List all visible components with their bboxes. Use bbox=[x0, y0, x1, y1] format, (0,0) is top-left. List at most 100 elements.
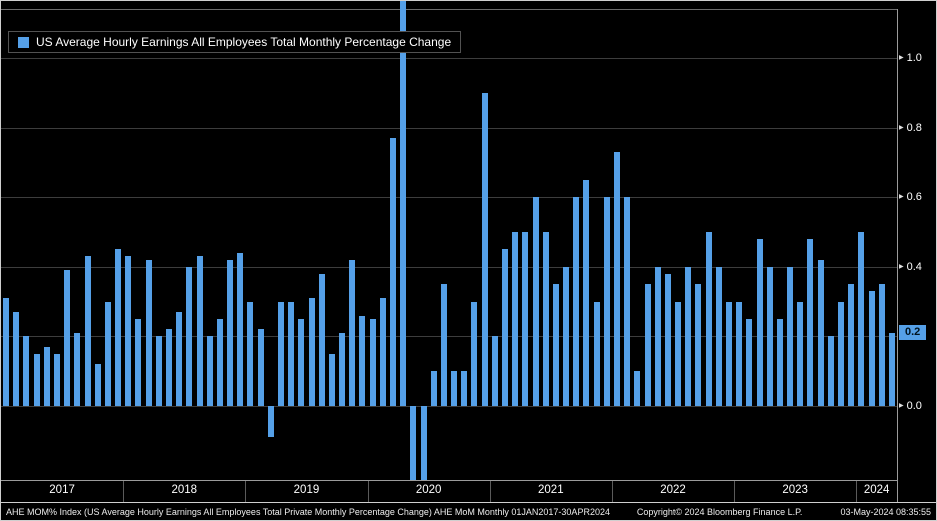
year-boundary-tick bbox=[856, 481, 858, 502]
legend-label: US Average Hourly Earnings All Employees… bbox=[36, 35, 452, 49]
year-boundary-tick bbox=[734, 481, 736, 502]
bar bbox=[390, 138, 396, 406]
y-tick-label: ▶ 1.0 bbox=[899, 52, 922, 64]
bar bbox=[196, 256, 203, 406]
bar bbox=[705, 232, 712, 406]
bar bbox=[237, 252, 244, 406]
bar bbox=[94, 364, 101, 406]
bar bbox=[878, 284, 885, 406]
bar bbox=[868, 291, 875, 406]
chart-legend[interactable]: US Average Hourly Earnings All Employees… bbox=[8, 31, 462, 53]
bar bbox=[288, 301, 295, 406]
bar bbox=[461, 371, 468, 406]
bar bbox=[13, 312, 20, 406]
bar bbox=[726, 301, 732, 406]
x-year-label: 2021 bbox=[538, 484, 564, 496]
bar bbox=[339, 332, 346, 406]
last-value-badge: 0.2 bbox=[899, 324, 927, 340]
axis-tick-arrow-icon: ▶ bbox=[899, 263, 904, 270]
year-boundary-tick bbox=[123, 481, 125, 502]
bar bbox=[654, 266, 661, 406]
legend-swatch-icon bbox=[18, 36, 29, 48]
bar bbox=[817, 259, 824, 406]
bar bbox=[624, 197, 631, 406]
y-tick-label: ▶ 0.8 bbox=[899, 121, 922, 134]
bar bbox=[308, 298, 315, 406]
gridline bbox=[1, 266, 897, 268]
bar bbox=[227, 259, 234, 406]
gridline bbox=[1, 58, 897, 59]
bar bbox=[420, 406, 427, 480]
x-year-label: 2019 bbox=[293, 484, 320, 496]
bar bbox=[888, 332, 895, 406]
bar bbox=[838, 301, 844, 406]
bar bbox=[746, 319, 753, 406]
bar bbox=[736, 301, 743, 406]
x-year-label: 2018 bbox=[171, 484, 198, 496]
bar bbox=[267, 406, 274, 438]
bar bbox=[715, 266, 722, 406]
year-boundary-tick bbox=[489, 481, 491, 502]
footer-copyright: Copyright© 2024 Bloomberg Finance L.P. bbox=[636, 506, 803, 517]
bar bbox=[685, 266, 692, 406]
bar bbox=[430, 371, 437, 406]
bar bbox=[522, 232, 529, 406]
bar bbox=[827, 336, 834, 406]
bar bbox=[145, 259, 152, 406]
gridline bbox=[1, 406, 897, 407]
bar bbox=[532, 197, 539, 406]
bar bbox=[451, 371, 458, 406]
year-boundary-tick bbox=[611, 481, 613, 502]
bar bbox=[440, 284, 447, 406]
x-year-label: 2017 bbox=[49, 484, 75, 496]
bar bbox=[166, 329, 172, 406]
axis-tick-arrow-icon: ▶ bbox=[899, 124, 904, 131]
bar bbox=[848, 284, 855, 406]
bar bbox=[176, 312, 183, 406]
bar bbox=[186, 266, 193, 406]
year-boundary-tick bbox=[367, 481, 369, 502]
bar bbox=[603, 197, 610, 406]
bar bbox=[64, 270, 71, 406]
bar bbox=[216, 319, 223, 406]
bar bbox=[512, 232, 519, 406]
bar bbox=[135, 319, 142, 406]
bar bbox=[583, 179, 590, 406]
bar bbox=[206, 336, 213, 406]
footer-description: AHE MOM% Index (US Average Hourly Earnin… bbox=[6, 506, 610, 517]
bar bbox=[155, 336, 162, 406]
bar bbox=[125, 256, 132, 406]
axis-tick-arrow-icon: ▶ bbox=[899, 194, 904, 201]
bar bbox=[318, 273, 325, 406]
gridline bbox=[1, 127, 897, 129]
x-axis: 2017 2018 2019 2020 2021 2022 2023 2024 bbox=[1, 480, 897, 502]
bar bbox=[410, 406, 417, 480]
bar bbox=[278, 301, 284, 406]
bar bbox=[54, 353, 60, 406]
bar bbox=[43, 346, 50, 406]
footer-timestamp: 03-May-2024 08:35:55 bbox=[840, 506, 931, 517]
bar bbox=[634, 371, 641, 406]
bar bbox=[349, 259, 356, 406]
y-tick-label: ▶ 0.6 bbox=[899, 191, 922, 204]
y-axis: ▶ 0.0 ▶ 0.4 ▶ 0.6 ▶ 0.8 ▶ 1.0 0.2 bbox=[897, 9, 936, 502]
bar bbox=[776, 319, 783, 406]
bar bbox=[695, 284, 702, 406]
footer: AHE MOM% Index (US Average Hourly Earnin… bbox=[1, 502, 936, 520]
gridline bbox=[1, 336, 897, 338]
bar bbox=[552, 284, 559, 406]
bar bbox=[298, 319, 305, 406]
footer-right: Copyright© 2024 Bloomberg Finance L.P. 0… bbox=[637, 507, 931, 517]
bar bbox=[115, 249, 122, 406]
bar bbox=[797, 301, 804, 406]
year-boundary-tick bbox=[245, 481, 247, 502]
bar bbox=[104, 301, 111, 406]
y-tick-label: ▶ 0.4 bbox=[899, 260, 922, 273]
bar bbox=[359, 315, 366, 406]
axis-tick-arrow-icon: ▶ bbox=[899, 55, 904, 61]
plot-area bbox=[1, 1, 897, 480]
bar bbox=[593, 301, 600, 406]
bar bbox=[766, 266, 773, 406]
bar bbox=[644, 284, 651, 406]
